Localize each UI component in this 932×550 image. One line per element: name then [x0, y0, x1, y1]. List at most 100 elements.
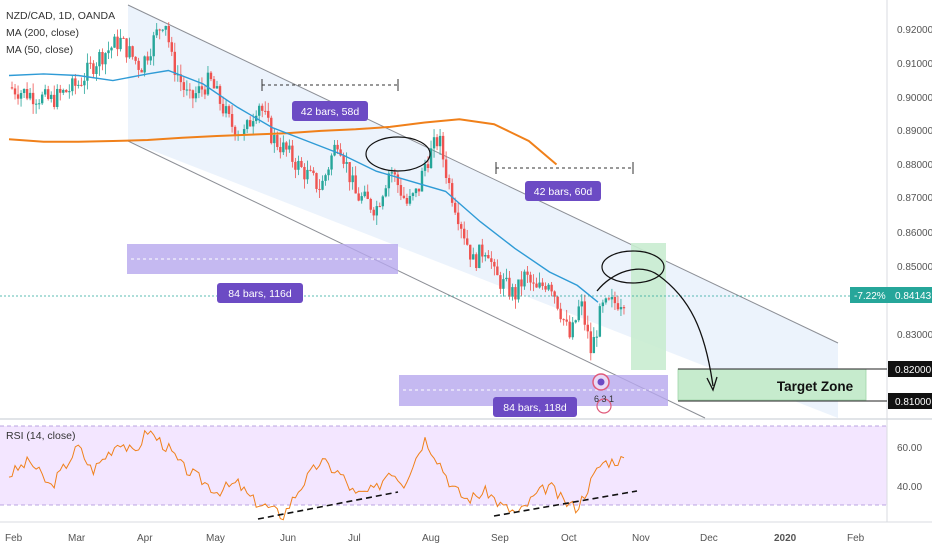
candle-body[interactable] [423, 164, 427, 171]
candle-body[interactable] [432, 137, 436, 149]
candle-body[interactable] [104, 53, 107, 65]
candle-body[interactable] [565, 319, 568, 322]
candle-body[interactable] [149, 56, 152, 61]
candle-body[interactable] [375, 206, 378, 216]
candle-body[interactable] [616, 303, 620, 310]
candle-body[interactable] [312, 170, 315, 174]
candle-body[interactable] [264, 110, 267, 112]
candle-body[interactable] [158, 29, 161, 31]
candle-body[interactable] [245, 120, 249, 130]
candle-body[interactable] [487, 255, 490, 259]
candle-body[interactable] [399, 185, 403, 196]
candle-body[interactable] [173, 51, 177, 75]
candle-body[interactable] [86, 62, 89, 81]
candle-body[interactable] [592, 337, 596, 354]
candle-body[interactable] [544, 286, 547, 290]
candle-body[interactable] [182, 82, 186, 91]
candle-body[interactable] [318, 188, 321, 190]
candle-body[interactable] [369, 198, 372, 210]
candle-body[interactable] [324, 175, 327, 181]
candle-body[interactable] [532, 282, 535, 284]
candle-body[interactable] [233, 126, 237, 136]
candle-body[interactable] [119, 37, 122, 50]
candle-body[interactable] [619, 307, 623, 310]
candle-body[interactable] [417, 188, 421, 192]
candle-body[interactable] [10, 87, 14, 89]
candle-body[interactable] [285, 142, 288, 150]
candle-body[interactable] [191, 90, 195, 99]
candle-body[interactable] [550, 284, 553, 292]
candle-body[interactable] [300, 160, 303, 167]
candle-body[interactable] [402, 195, 406, 198]
channel-upper-line[interactable] [127, 4, 839, 344]
candle-body[interactable] [327, 169, 330, 176]
ma50-legend[interactable]: MA (50, close) [6, 44, 74, 56]
candle-body[interactable] [309, 169, 312, 171]
candle-body[interactable] [251, 121, 255, 127]
candle-body[interactable] [303, 166, 306, 180]
candles[interactable] [10, 22, 626, 361]
candle-body[interactable] [601, 302, 605, 307]
candle-body[interactable] [622, 307, 626, 309]
candle-body[interactable] [478, 244, 481, 269]
candle-body[interactable] [493, 261, 496, 267]
candle-body[interactable] [113, 36, 116, 48]
candle-body[interactable] [469, 244, 472, 260]
candle-body[interactable] [98, 52, 101, 67]
candle-body[interactable] [484, 255, 487, 257]
candle-body[interactable] [16, 94, 20, 99]
candle-body[interactable] [547, 284, 550, 290]
candle-body[interactable] [37, 103, 41, 105]
candle-body[interactable] [505, 277, 508, 280]
candle-body[interactable] [288, 145, 291, 150]
candle-body[interactable] [13, 88, 17, 95]
candle-body[interactable] [426, 164, 430, 169]
candle-body[interactable] [330, 155, 333, 170]
candle-body[interactable] [354, 175, 357, 194]
ma50-line[interactable] [8, 69, 599, 303]
candle-body[interactable] [122, 37, 125, 39]
ma200-legend[interactable]: MA (200, close) [6, 27, 79, 39]
candle-body[interactable] [339, 149, 342, 156]
candle-body[interactable] [562, 319, 565, 321]
candle-body[interactable] [348, 162, 351, 183]
candle-body[interactable] [387, 173, 391, 189]
channel-lower-line[interactable] [127, 140, 706, 419]
candle-body[interactable] [586, 324, 589, 332]
symbol-legend[interactable]: NZD/CAD, 1D, OANDA [6, 10, 116, 22]
candle-body[interactable] [589, 331, 593, 354]
candle-body[interactable] [203, 89, 207, 95]
candle-body[interactable] [212, 79, 216, 89]
candle-body[interactable] [517, 279, 520, 300]
candle-body[interactable] [604, 298, 608, 303]
candle-body[interactable] [279, 146, 282, 153]
candle-body[interactable] [80, 84, 83, 86]
candle-body[interactable] [435, 137, 439, 147]
candle-body[interactable] [496, 266, 499, 276]
price-axis[interactable]: 0.92000 0.91000 0.90000 0.89000 0.88000 … [850, 25, 932, 409]
candle-body[interactable] [34, 103, 38, 105]
candle-body[interactable] [511, 287, 514, 297]
candle-body[interactable] [351, 175, 354, 183]
candle-body[interactable] [583, 301, 586, 325]
candle-body[interactable] [164, 25, 167, 30]
candle-body[interactable] [541, 282, 544, 287]
candle-body[interactable] [267, 110, 270, 118]
candle-body[interactable] [381, 196, 385, 207]
candle-body[interactable] [607, 298, 611, 300]
candle-body[interactable] [170, 42, 173, 52]
candle-body[interactable] [294, 161, 297, 170]
candle-body[interactable] [110, 47, 113, 51]
candle-body[interactable] [453, 202, 457, 213]
candle-body[interactable] [571, 322, 574, 338]
candle-body[interactable] [62, 89, 65, 93]
candle-body[interactable] [22, 88, 26, 93]
candle-body[interactable] [131, 46, 134, 57]
candle-body[interactable] [306, 169, 309, 180]
candle-body[interactable] [438, 135, 442, 147]
candle-body[interactable] [556, 296, 559, 309]
candle-body[interactable] [613, 297, 617, 304]
candle-body[interactable] [342, 155, 345, 164]
rsi-line[interactable] [8, 429, 625, 521]
